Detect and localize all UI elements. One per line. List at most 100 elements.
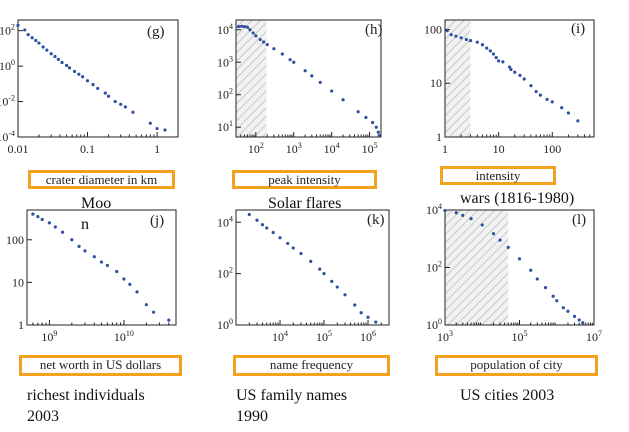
data-point-l xyxy=(551,294,555,298)
x-tick-label-i: 10 xyxy=(493,142,505,156)
data-point-j xyxy=(31,212,35,216)
chart-panel-l: 103 105 107 104 102 100 (l) xyxy=(426,202,602,344)
data-point-j xyxy=(60,230,65,234)
data-point-l xyxy=(566,309,570,313)
data-point-h xyxy=(292,60,296,64)
data-point-j xyxy=(70,238,74,242)
data-point-i xyxy=(534,89,538,94)
x-tick-label-k: 104 xyxy=(272,329,288,344)
y-tick-label-j: 100 xyxy=(6,233,24,247)
data-point-h xyxy=(377,134,381,138)
data-point-g xyxy=(49,52,53,56)
data-point-k xyxy=(291,246,295,250)
data-point-g xyxy=(56,57,60,61)
data-point-i xyxy=(491,52,496,56)
data-point-l xyxy=(506,245,510,250)
data-point-i xyxy=(560,106,564,110)
y-tick-label-k: 102 xyxy=(217,266,233,281)
xlabel-h: peak intensity xyxy=(268,172,341,187)
data-point-l xyxy=(581,321,585,325)
data-point-i xyxy=(566,111,571,115)
data-point-h xyxy=(288,58,292,62)
data-point-i xyxy=(494,55,498,60)
data-point-l xyxy=(572,314,577,318)
data-point-g xyxy=(72,69,77,74)
data-point-k xyxy=(299,252,303,256)
data-point-i xyxy=(507,65,512,69)
data-point-k xyxy=(353,303,357,307)
data-point-k xyxy=(322,272,326,276)
data-point-l xyxy=(577,318,581,322)
y-tick-label-g: 10-4 xyxy=(0,129,15,144)
data-point-h xyxy=(374,125,378,129)
data-point-i xyxy=(518,73,522,77)
shaded-region-h xyxy=(236,20,267,137)
xlabel-i: intensity xyxy=(475,168,521,183)
data-point-l xyxy=(454,211,458,215)
data-point-l xyxy=(517,257,522,261)
chart-panel-k: 104 105 106 104 102 100 (k) xyxy=(217,209,390,344)
y-tick-label-l: 100 xyxy=(426,317,442,332)
caption-k-line-1: US family names xyxy=(236,387,348,404)
data-point-i xyxy=(468,39,473,43)
y-tick-label-k: 100 xyxy=(217,317,233,332)
data-point-l xyxy=(443,209,447,213)
y-tick-label-j: 1 xyxy=(18,318,24,332)
data-point-j xyxy=(40,217,44,222)
data-point-j xyxy=(128,282,132,286)
data-point-g xyxy=(106,94,111,98)
chart-panel-g: 0.01 0.1 1 102 100 10-2 10-4 (g) xyxy=(0,19,179,156)
data-point-g xyxy=(148,121,152,125)
data-point-i xyxy=(576,119,580,123)
panel-letter-g: (g) xyxy=(147,24,165,40)
caption-h-line-1: Solar flares xyxy=(268,195,342,212)
xlabel-l: population of city xyxy=(470,357,563,372)
panel-letter-i: (i) xyxy=(571,21,585,37)
data-point-g xyxy=(131,110,135,114)
plot-frame-g xyxy=(17,19,179,138)
xlabel-box-k: name frequency xyxy=(233,355,390,376)
data-point-g xyxy=(67,66,72,70)
data-point-l xyxy=(491,232,496,236)
data-point-h xyxy=(258,37,262,42)
data-point-l xyxy=(529,268,533,272)
data-point-k xyxy=(271,230,275,235)
data-point-g xyxy=(16,23,20,27)
x-tick-label-l: 105 xyxy=(512,329,528,344)
y-tick-label-k: 104 xyxy=(217,214,233,229)
panel-letter-j: (j) xyxy=(150,213,164,229)
data-point-g xyxy=(26,33,30,37)
data-point-h xyxy=(265,42,269,47)
data-point-j xyxy=(47,221,52,225)
data-point-h xyxy=(356,110,360,114)
data-point-g xyxy=(103,91,107,95)
data-point-g xyxy=(23,28,27,32)
data-point-l xyxy=(543,285,548,290)
data-point-k xyxy=(335,285,339,289)
data-point-k xyxy=(255,218,259,222)
data-point-i xyxy=(545,97,549,102)
caption-l-line-1: US cities 2003 xyxy=(460,387,555,404)
data-point-h xyxy=(248,28,252,32)
y-tick-label-g: 10-2 xyxy=(0,94,15,109)
data-point-l xyxy=(480,223,484,227)
data-point-g xyxy=(37,41,41,45)
data-point-j xyxy=(151,310,156,314)
y-tick-label-h: 101 xyxy=(217,119,233,134)
data-point-j xyxy=(122,277,126,281)
x-tick-label-g: 0.1 xyxy=(80,142,95,156)
data-point-h xyxy=(272,47,276,51)
data-point-h xyxy=(261,40,266,44)
y-tick-label-i: 1 xyxy=(436,130,442,144)
data-point-i xyxy=(501,60,505,64)
chart-panel-j: 109 1010 100 10 1 (j) xyxy=(6,209,177,344)
panel-letter-h: (h) xyxy=(365,22,383,38)
caption-h: Solar flares xyxy=(268,193,341,214)
shaded-region-l xyxy=(445,210,509,325)
xlabel-box-i: intensity xyxy=(440,166,556,185)
data-point-i xyxy=(513,70,517,74)
caption-k: US family names 1990 xyxy=(236,385,347,427)
data-point-j xyxy=(115,269,119,274)
data-point-j xyxy=(36,215,40,219)
